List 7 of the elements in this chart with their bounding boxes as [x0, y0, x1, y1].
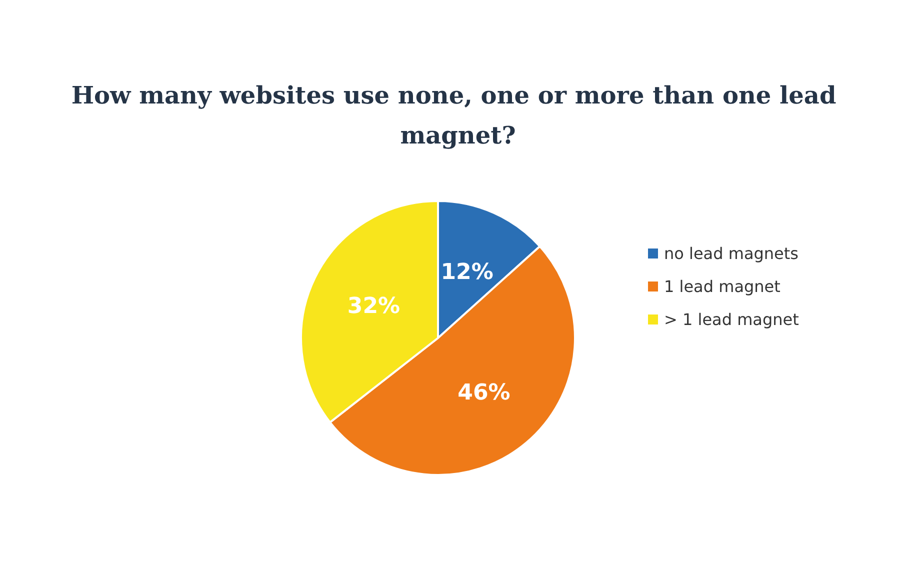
- legend-label: no lead magnets: [664, 244, 798, 263]
- data-label: 46%: [458, 380, 510, 406]
- legend-label: > 1 lead magnet: [664, 310, 799, 329]
- chart-title: How many websites use none, one or more than one lead magnet?: [71, 80, 845, 150]
- legend-label: 1 lead magnet: [664, 277, 780, 296]
- data-label: 32%: [347, 294, 400, 320]
- data-label: 12%: [440, 260, 494, 286]
